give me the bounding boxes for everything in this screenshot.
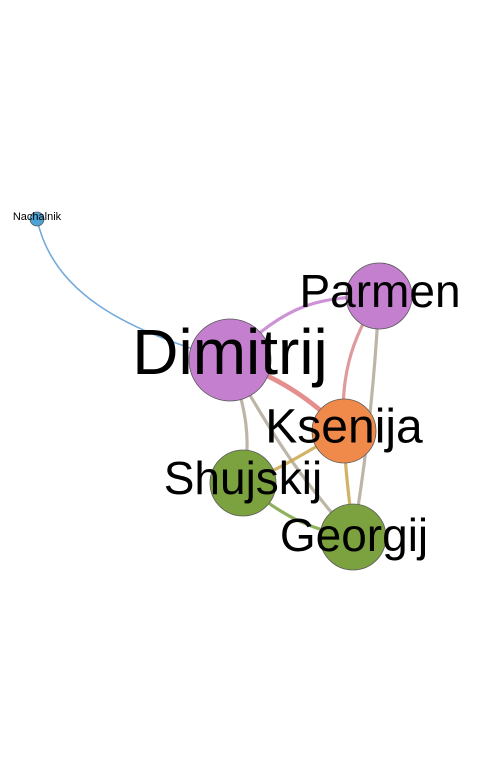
node-nachalnik[interactable]: [29, 211, 45, 227]
node-layer: [29, 211, 413, 571]
node-georgij[interactable]: [319, 503, 387, 571]
node-dimitrij[interactable]: [188, 318, 272, 402]
node-label-parmen: Parmen: [299, 265, 460, 317]
node-parmen[interactable]: [345, 262, 413, 330]
node-ksenija[interactable]: [311, 398, 377, 464]
node-label-ksenija: Ksenija: [265, 401, 423, 454]
node-label-dimitrij: Dimitrij: [132, 316, 328, 388]
edge-nachalnik-dimitrij: [36, 218, 231, 361]
node-shujskij[interactable]: [209, 449, 277, 517]
node-label-georgij: Georgij: [280, 509, 428, 561]
node-label-nachalnik: Nachalnik: [13, 211, 62, 223]
node-label-shujskij: Shujskij: [164, 452, 323, 504]
